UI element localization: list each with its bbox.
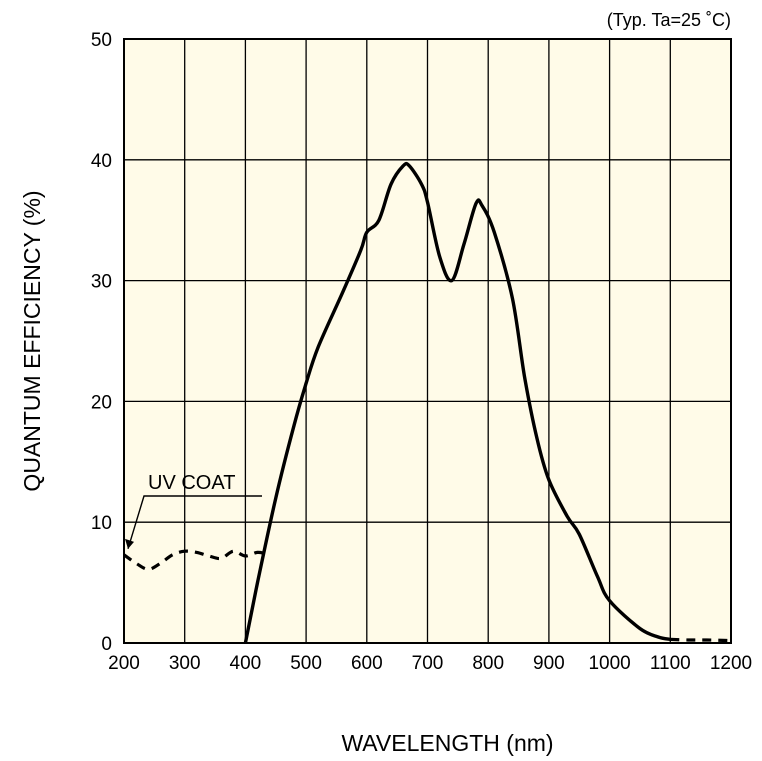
x-tick-label: 700	[412, 653, 444, 674]
y-tick-label: 0	[101, 634, 112, 655]
y-tick-label: 40	[91, 151, 112, 172]
data-curves	[123, 161, 732, 644]
x-tick-label: 200	[108, 653, 140, 674]
x-tick-label: 500	[290, 653, 322, 674]
y-tick-label: 30	[91, 272, 112, 293]
x-tick-label: 300	[169, 653, 201, 674]
y-axis-title: QUANTUM EFFICIENCY (%)	[19, 190, 45, 491]
uv-coat-annotation: UV COAT	[125, 472, 262, 550]
x-tick-label: 1100	[650, 653, 691, 674]
uv-coat-label: UV COAT	[148, 472, 235, 494]
x-tick-label: 800	[472, 653, 504, 674]
x-tick-label: 1000	[588, 653, 630, 674]
x-axis-title: WAVELENGTH (nm)	[341, 730, 553, 756]
x-tick-label: 600	[351, 653, 383, 674]
uv-coat-series-line	[123, 549, 271, 571]
y-tick-label: 10	[91, 513, 112, 534]
uv-coat-leader-line	[127, 495, 262, 550]
x-tick-label: 400	[230, 653, 262, 674]
x-tick-label: 900	[533, 653, 565, 674]
y-tick-label: 20	[91, 392, 112, 413]
x-tick-labels: 200 300 400 500 600 700 800 900 1000 1100 1200	[108, 653, 752, 674]
tail-series-line	[670, 637, 732, 643]
plot-frame	[123, 38, 732, 644]
y-tick-label: 50	[91, 30, 112, 51]
quantum-efficiency-series-line	[243, 161, 671, 644]
x-tick-label: 1200	[710, 653, 752, 674]
y-tick-labels: 0 10 20 30 40 50	[91, 30, 112, 655]
condition-note: (Typ. Ta=25 ˚C)	[607, 10, 731, 30]
uv-coat-arrowhead	[125, 538, 134, 549]
